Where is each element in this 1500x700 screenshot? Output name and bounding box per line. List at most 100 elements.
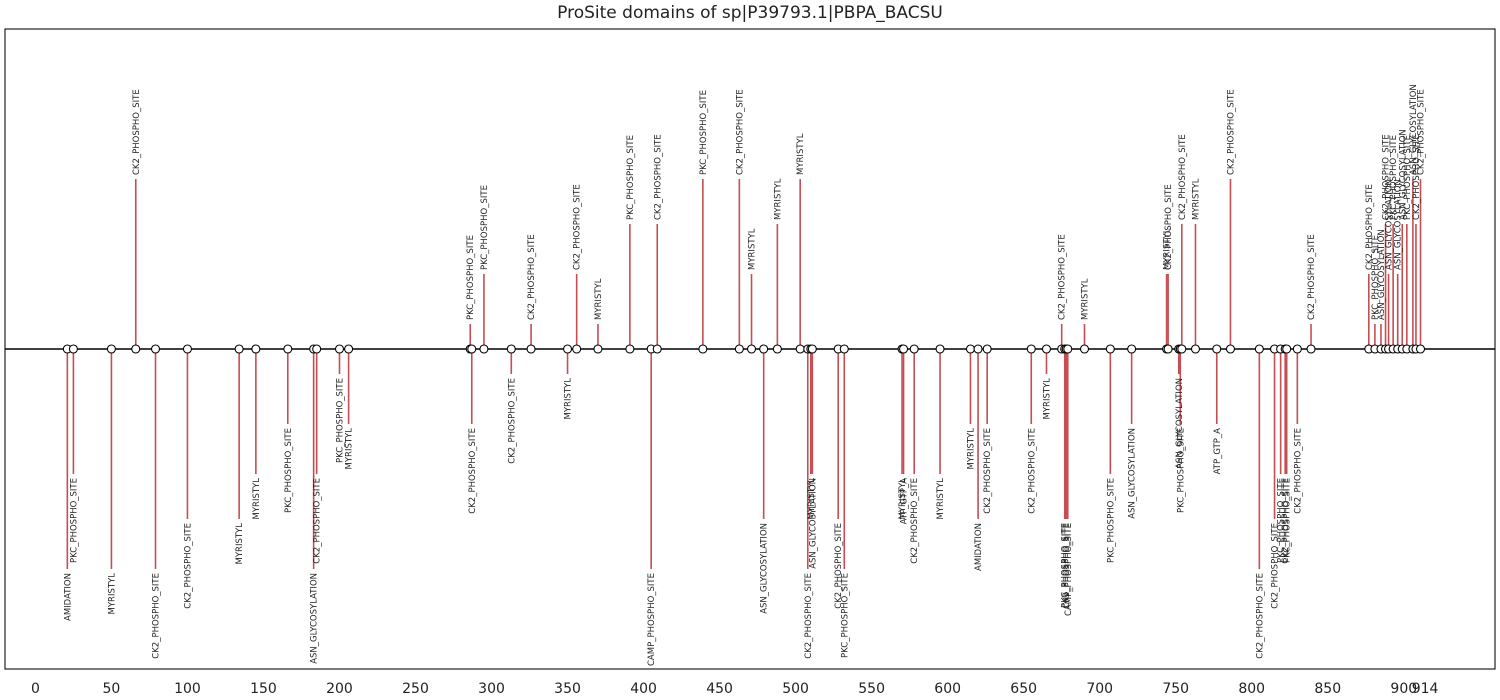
site-marker	[1026, 344, 1036, 354]
site-marker	[1163, 344, 1173, 354]
x-tick-label: 700	[1086, 681, 1113, 697]
site-marker	[572, 344, 582, 354]
site-label: PKC_PHOSPHO_SITE	[1371, 235, 1381, 320]
site-label: CK2_PHOSPHO_SITE	[1062, 523, 1072, 609]
site-marker	[1306, 344, 1316, 354]
site-label: ASN_GLYCOSYLATION	[1409, 84, 1419, 175]
site-marker	[563, 344, 573, 354]
site-label: MYRISTYL	[235, 523, 245, 565]
site-label: CK2_PHOSPHO_SITE	[1255, 573, 1265, 659]
site-label: CK2_PHOSPHO_SITE	[735, 89, 745, 175]
site-label: CK2_PHOSPHO_SITE	[507, 378, 517, 464]
site-marker	[479, 344, 489, 354]
site-label: CK2_PHOSPHO_SITE	[804, 573, 814, 659]
site-label: MYRISTYL	[898, 478, 908, 520]
site-marker	[839, 344, 849, 354]
site-marker	[593, 344, 603, 354]
site-marker	[1041, 344, 1052, 354]
markers-layer	[62, 344, 1426, 354]
site-marker	[795, 344, 805, 354]
site-label: ASN_GLYCOSYLATION	[760, 523, 770, 614]
site-marker	[935, 344, 945, 354]
site-label: CK2_PHOSPHO_SITE	[1417, 89, 1427, 175]
x-tick-label: 900	[1390, 681, 1417, 697]
site-marker	[106, 344, 116, 354]
site-marker	[150, 344, 161, 354]
site-label: PKC_PHOSPHO_SITE	[1403, 135, 1413, 220]
site-label: MYRISTYL	[1080, 278, 1090, 320]
x-tick-label: 914	[1412, 681, 1439, 697]
x-tick-label: 600	[934, 681, 961, 697]
site-label: CK2_PHOSPHO_SITE	[527, 234, 537, 320]
site-marker	[746, 344, 757, 354]
site-marker	[1105, 344, 1115, 354]
x-tick-label: 150	[250, 681, 277, 697]
site-marker	[312, 344, 322, 354]
x-tick-label: 750	[1162, 681, 1189, 697]
x-tick-labels: 0 50 100 150 200 250 300 350 400 450 500 550 600 650 7…	[31, 681, 1439, 697]
site-label: MYRISTYL	[748, 228, 758, 270]
site-marker	[1282, 344, 1292, 354]
site-label: PKC_PHOSPHO_SITE	[335, 378, 345, 463]
site-label: MYRISTYL	[345, 428, 355, 470]
site-marker	[1292, 344, 1302, 354]
site-label: MYRISTYL	[966, 428, 976, 470]
x-tick-label: 0	[31, 681, 40, 697]
site-label: ASN_GLYCOSYLATION	[1377, 229, 1387, 320]
site-label: MYRISTYL	[796, 133, 806, 175]
site-label: AMIDATION	[974, 523, 984, 571]
site-marker	[625, 344, 635, 354]
site-label: ASN_GLYCOSYLATION	[1394, 179, 1404, 270]
site-label: AMIDATION	[63, 573, 73, 621]
site-marker	[1225, 344, 1235, 354]
site-marker	[909, 344, 919, 354]
site-label: PKC_PHOSPHO_SITE	[1283, 478, 1293, 563]
x-tick-label: 100	[174, 681, 201, 697]
site-label: MYRISTYL	[936, 478, 946, 520]
site-marker	[899, 344, 909, 354]
site-label: CK2_PHOSPHO_SITE	[834, 523, 844, 609]
site-marker	[1079, 344, 1090, 354]
site-label: CK2_PHOSPHO_SITE	[1226, 89, 1236, 175]
site-label: MYRISTYL	[1191, 178, 1201, 220]
site-marker	[973, 344, 983, 354]
site-label: CAMP_PHOSPHO_SITE	[647, 573, 657, 666]
site-label: ASN_GLYCOSYLATION	[1385, 179, 1395, 270]
site-label: CK2_PHOSPHO_SITE	[910, 478, 920, 564]
site-marker	[734, 344, 744, 354]
site-label: ASN_GLYCOSYLATION	[1128, 428, 1138, 519]
site-label: MYRISTYL	[252, 478, 262, 520]
site-marker	[698, 344, 708, 354]
site-label: PKC_PHOSPHO_SITE	[284, 428, 294, 513]
site-label: PKC_PHOSPHO_SITE	[626, 135, 636, 220]
site-label: CK2_PHOSPHO_SITE	[468, 428, 478, 514]
stems-layer	[66, 179, 1422, 569]
site-marker	[68, 344, 78, 354]
x-tick-label: 400	[630, 681, 657, 697]
site-label: CK2_PHOSPHO_SITE	[1164, 184, 1174, 270]
site-marker	[344, 344, 354, 354]
site-label: PKC_PHOSPHO_SITE	[1277, 478, 1287, 563]
x-tick-label: 300	[478, 681, 505, 697]
site-label: MYRISTYL	[1163, 228, 1173, 270]
site-label: CK2_PHOSPHO_SITE	[183, 523, 193, 609]
site-label: PKC_PHOSPHO_SITE	[466, 235, 476, 320]
site-label: CK2_PHOSPHO_SITE	[1412, 134, 1422, 220]
site-marker	[652, 344, 662, 354]
site-label: ATP_GTP_A	[1213, 428, 1223, 475]
site-label: PKC_PHOSPHO_SITE	[1176, 428, 1186, 513]
site-label: CK2_PHOSPHO_SITE	[152, 573, 162, 659]
site-label: PKC_PHOSPHO_SITE	[840, 573, 850, 658]
site-label: CK2_PHOSPHO_SITE	[1365, 184, 1375, 270]
site-marker	[182, 344, 192, 354]
site-marker	[506, 344, 516, 354]
site-label: MYRISTYL	[773, 178, 783, 220]
site-label: CK2_PHOSPHO_SITE	[1382, 134, 1392, 220]
site-label: CK2_PHOSPHO_SITE	[1307, 234, 1317, 320]
site-marker	[131, 344, 141, 354]
x-tick-label: 550	[858, 681, 885, 697]
site-label: PKC_PHOSPHO_SITE	[69, 478, 79, 563]
site-labels-layer: AMIDATIONPKC_PHOSPHO_SITEMYRISTYLCK2_PHO…	[63, 84, 1426, 666]
site-label: CK2_PHOSPHO_SITE	[132, 89, 142, 175]
